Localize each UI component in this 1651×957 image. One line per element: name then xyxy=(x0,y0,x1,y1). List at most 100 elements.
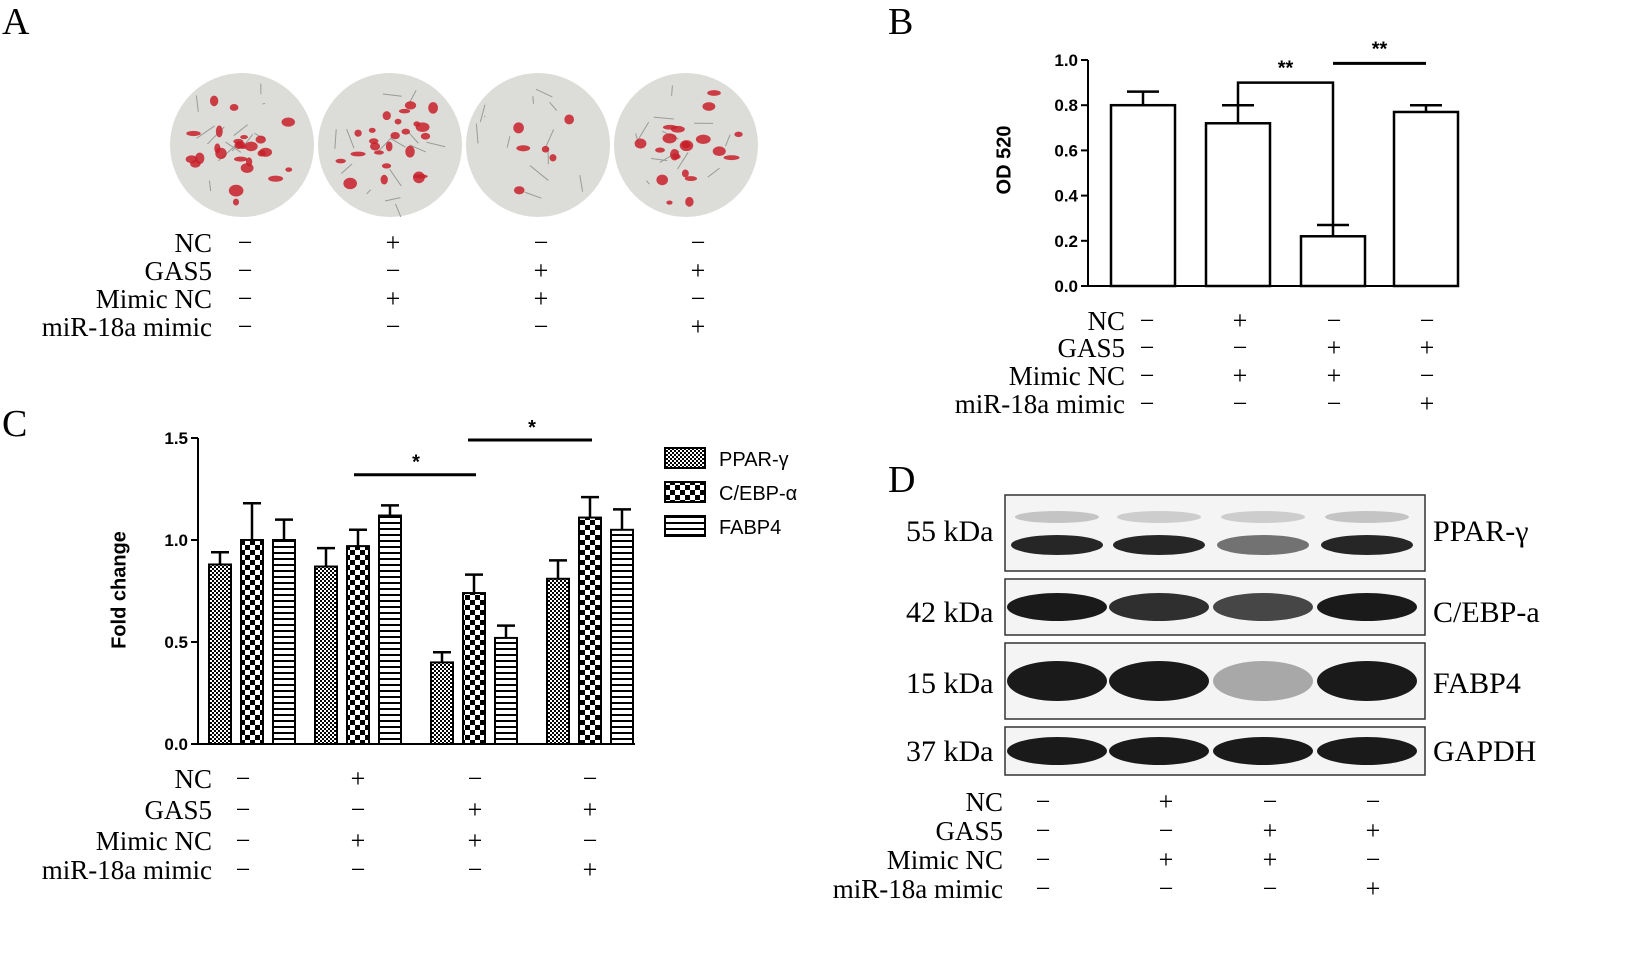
condition-mark-b: + xyxy=(1419,389,1435,418)
lipid-droplet xyxy=(350,151,366,157)
lipid-droplet xyxy=(380,174,388,185)
cell-outline xyxy=(262,102,266,105)
chart-c-y-tick-label: 0.0 xyxy=(164,735,188,754)
panel-letter-d: D xyxy=(888,459,916,501)
lipid-droplet xyxy=(412,171,425,184)
condition-label-d-2: GAS5 xyxy=(935,816,1003,846)
chart-b-significance-label: ** xyxy=(1278,58,1294,80)
condition-mark-d: − xyxy=(1035,874,1051,903)
lipid-droplet xyxy=(398,108,411,114)
chart-c-bar-1-3 xyxy=(430,661,454,745)
panel-letter-c: C xyxy=(2,403,28,445)
condition-mark-a: − xyxy=(385,312,401,341)
chart-c-bar-2-4 xyxy=(578,516,602,745)
lipid-droplet xyxy=(229,104,239,111)
blot-band xyxy=(1109,737,1209,765)
protein-label-1: PPAR-γ xyxy=(1433,515,1529,548)
condition-label-c-1: NC xyxy=(174,764,212,794)
blot-box-1 xyxy=(1004,494,1426,572)
panel-letter-b: B xyxy=(888,1,914,43)
blot-band xyxy=(1213,737,1313,765)
condition-mark-c: − xyxy=(350,855,366,884)
chart-b-ylabel: OD 520 xyxy=(993,125,1016,195)
cell-outline xyxy=(671,85,673,96)
blot-band xyxy=(1007,593,1107,621)
lipid-droplet xyxy=(685,196,694,207)
blot-band xyxy=(1317,593,1417,621)
lipid-droplet xyxy=(343,177,357,190)
condition-label-d-4: miR-18a mimic xyxy=(832,874,1003,904)
chart-c-bar-1-4 xyxy=(546,577,570,745)
blot-band xyxy=(1317,737,1417,765)
chart-c-ylabel: Fold change xyxy=(108,531,131,649)
cell-outline xyxy=(384,197,401,202)
condition-mark-b: − xyxy=(1139,389,1155,418)
chart-c-legend-label-3: FABP4 xyxy=(719,517,781,539)
cell-outline xyxy=(532,96,535,104)
condition-mark-b: − xyxy=(1326,306,1342,335)
lipid-droplet xyxy=(335,158,346,164)
cell-outline xyxy=(196,125,216,139)
lipid-droplet xyxy=(564,114,574,125)
condition-mark-b: − xyxy=(1419,361,1435,390)
lipid-droplet xyxy=(195,152,205,165)
condition-mark-c: − xyxy=(235,764,251,793)
condition-mark-c: − xyxy=(467,855,483,884)
blot-band-upper xyxy=(1015,511,1099,523)
condition-mark-c: − xyxy=(582,826,598,855)
lipid-droplet xyxy=(541,145,550,153)
lipid-droplet xyxy=(185,155,198,164)
cell-outline xyxy=(208,180,212,192)
lipid-droplet xyxy=(368,138,379,145)
condition-mark-a: − xyxy=(237,284,253,313)
lipid-droplet xyxy=(234,156,248,162)
condition-mark-b: − xyxy=(1232,333,1248,362)
blot-band xyxy=(1007,737,1107,765)
microscopy-image-1 xyxy=(170,73,314,217)
cell-outline xyxy=(366,189,371,195)
cell-outline xyxy=(545,129,555,148)
cell-outline xyxy=(389,169,402,187)
lipid-droplet xyxy=(368,127,376,133)
condition-mark-c: − xyxy=(350,795,366,824)
condition-mark-b: − xyxy=(1232,389,1248,418)
condition-mark-c: − xyxy=(235,795,251,824)
cell-outline xyxy=(579,175,584,192)
cell-outline xyxy=(233,124,248,136)
lipid-droplet xyxy=(390,131,400,140)
blot-band xyxy=(1011,535,1103,555)
condition-mark-d: + xyxy=(1365,874,1381,903)
cell-outline xyxy=(409,144,426,153)
chart-b: 0.0 0.2 0.4 0.6 0.8 1.0 ** ** xyxy=(1054,38,1460,296)
chart-b-y-tick-label: 0.4 xyxy=(1054,187,1078,206)
condition-mark-b: + xyxy=(1419,333,1435,362)
blot-band xyxy=(1213,593,1313,621)
condition-label-d-3: Mimic NC xyxy=(886,845,1003,875)
cell-outline xyxy=(479,104,486,123)
condition-mark-d: − xyxy=(1158,816,1174,845)
cell-outline xyxy=(651,158,668,162)
lipid-droplet xyxy=(670,125,685,133)
lipid-droplet xyxy=(382,111,391,121)
condition-mark-b: + xyxy=(1326,333,1342,362)
lipid-droplet xyxy=(257,150,266,157)
cell-outline xyxy=(653,116,674,120)
cell-outline xyxy=(407,131,419,144)
condition-mark-a: + xyxy=(690,312,706,341)
cell-outline xyxy=(346,129,355,149)
cell-outline xyxy=(334,129,337,149)
microscopy-image-3 xyxy=(466,73,610,217)
condition-mark-b: + xyxy=(1232,306,1248,335)
chart-c-bar-3-1 xyxy=(272,539,296,745)
condition-mark-d: + xyxy=(1262,816,1278,845)
lipid-droplet xyxy=(255,135,266,144)
lipid-droplet xyxy=(401,128,411,135)
cell-outline xyxy=(382,93,402,97)
condition-mark-c: − xyxy=(467,764,483,793)
cell-outline xyxy=(677,152,689,170)
cell-outline xyxy=(243,133,254,146)
cell-outline xyxy=(408,90,417,104)
condition-mark-d: − xyxy=(1035,787,1051,816)
chart-b-y-tick-label: 0.8 xyxy=(1054,96,1078,115)
protein-label-2: C/EBP-a xyxy=(1433,596,1540,629)
